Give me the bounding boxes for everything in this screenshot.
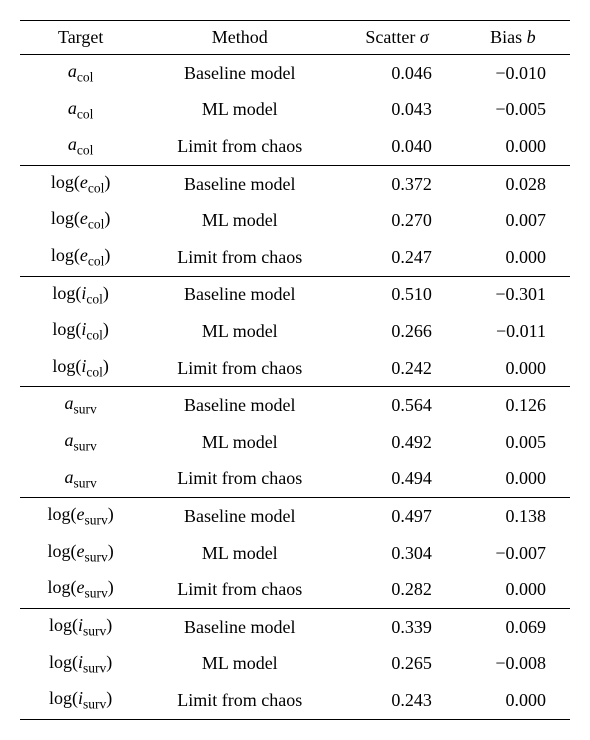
- cell-bias: −0.008: [456, 646, 570, 683]
- cell-target: log(isurv): [20, 608, 141, 645]
- cell-scatter: 0.497: [338, 498, 456, 535]
- cell-target: log(isurv): [20, 682, 141, 719]
- table-row: acolML model0.043−0.005: [20, 92, 570, 129]
- cell-method: ML model: [141, 92, 338, 129]
- cell-method: Limit from chaos: [141, 350, 338, 387]
- cell-method: Baseline model: [141, 608, 338, 645]
- cell-target: log(icol): [20, 313, 141, 350]
- col-scatter: Scatter σ: [338, 21, 456, 55]
- cell-bias: 0.000: [456, 128, 570, 165]
- cell-bias: 0.126: [456, 387, 570, 424]
- cell-scatter: 0.494: [338, 461, 456, 498]
- table-row: log(isurv)Limit from chaos0.2430.000: [20, 682, 570, 719]
- cell-bias: 0.138: [456, 498, 570, 535]
- col-target: Target: [20, 21, 141, 55]
- cell-scatter: 0.265: [338, 646, 456, 683]
- cell-method: Baseline model: [141, 55, 338, 92]
- cell-target: log(esurv): [20, 535, 141, 572]
- cell-scatter: 0.242: [338, 350, 456, 387]
- table-row: asurvML model0.4920.005: [20, 424, 570, 461]
- cell-bias: 0.000: [456, 461, 570, 498]
- cell-method: Baseline model: [141, 165, 338, 202]
- cell-scatter: 0.247: [338, 239, 456, 276]
- cell-method: Baseline model: [141, 498, 338, 535]
- table-row: log(icol)ML model0.266−0.011: [20, 313, 570, 350]
- table-row: asurvBaseline model0.5640.126: [20, 387, 570, 424]
- cell-method: ML model: [141, 313, 338, 350]
- results-table: Target Method Scatter σ Bias b acolBasel…: [20, 20, 570, 720]
- cell-method: ML model: [141, 646, 338, 683]
- table-row: log(isurv)Baseline model0.3390.069: [20, 608, 570, 645]
- table-row: log(ecol)Baseline model0.3720.028: [20, 165, 570, 202]
- cell-bias: 0.005: [456, 424, 570, 461]
- cell-method: ML model: [141, 202, 338, 239]
- cell-target: asurv: [20, 461, 141, 498]
- col-method: Method: [141, 21, 338, 55]
- table-row: log(esurv)ML model0.304−0.007: [20, 535, 570, 572]
- cell-scatter: 0.040: [338, 128, 456, 165]
- table-row: log(isurv)ML model0.265−0.008: [20, 646, 570, 683]
- table-row: log(esurv)Baseline model0.4970.138: [20, 498, 570, 535]
- cell-bias: −0.301: [456, 276, 570, 313]
- cell-target: acol: [20, 92, 141, 129]
- table-row: log(icol)Baseline model0.510−0.301: [20, 276, 570, 313]
- cell-target: acol: [20, 55, 141, 92]
- cell-target: log(ecol): [20, 239, 141, 276]
- cell-scatter: 0.339: [338, 608, 456, 645]
- table-row: acolLimit from chaos0.0400.000: [20, 128, 570, 165]
- cell-target: asurv: [20, 424, 141, 461]
- cell-scatter: 0.282: [338, 571, 456, 608]
- cell-bias: −0.005: [456, 92, 570, 129]
- cell-bias: 0.028: [456, 165, 570, 202]
- cell-bias: 0.000: [456, 571, 570, 608]
- table-row: log(ecol)Limit from chaos0.2470.000: [20, 239, 570, 276]
- cell-method: Limit from chaos: [141, 461, 338, 498]
- header-row: Target Method Scatter σ Bias b: [20, 21, 570, 55]
- cell-method: Limit from chaos: [141, 128, 338, 165]
- cell-scatter: 0.510: [338, 276, 456, 313]
- table-body: acolBaseline model0.046−0.010acolML mode…: [20, 55, 570, 720]
- cell-method: Limit from chaos: [141, 682, 338, 719]
- cell-target: log(isurv): [20, 646, 141, 683]
- cell-target: log(esurv): [20, 571, 141, 608]
- cell-bias: 0.000: [456, 350, 570, 387]
- cell-bias: 0.000: [456, 239, 570, 276]
- cell-bias: −0.007: [456, 535, 570, 572]
- cell-scatter: 0.270: [338, 202, 456, 239]
- cell-scatter: 0.243: [338, 682, 456, 719]
- cell-bias: 0.007: [456, 202, 570, 239]
- table-row: log(icol)Limit from chaos0.2420.000: [20, 350, 570, 387]
- cell-method: ML model: [141, 535, 338, 572]
- cell-method: Baseline model: [141, 387, 338, 424]
- cell-target: asurv: [20, 387, 141, 424]
- col-scatter-label: Scatter σ: [365, 27, 428, 47]
- cell-scatter: 0.304: [338, 535, 456, 572]
- cell-scatter: 0.564: [338, 387, 456, 424]
- col-bias: Bias b: [456, 21, 570, 55]
- cell-method: Limit from chaos: [141, 239, 338, 276]
- cell-method: Limit from chaos: [141, 571, 338, 608]
- cell-target: acol: [20, 128, 141, 165]
- cell-bias: −0.010: [456, 55, 570, 92]
- table-row: log(esurv)Limit from chaos0.2820.000: [20, 571, 570, 608]
- cell-scatter: 0.046: [338, 55, 456, 92]
- cell-target: log(esurv): [20, 498, 141, 535]
- cell-target: log(ecol): [20, 165, 141, 202]
- cell-method: Baseline model: [141, 276, 338, 313]
- cell-bias: −0.011: [456, 313, 570, 350]
- table-row: asurvLimit from chaos0.4940.000: [20, 461, 570, 498]
- cell-bias: 0.069: [456, 608, 570, 645]
- cell-target: log(icol): [20, 276, 141, 313]
- cell-target: log(icol): [20, 350, 141, 387]
- col-bias-label: Bias b: [490, 27, 536, 47]
- cell-scatter: 0.372: [338, 165, 456, 202]
- table-row: log(ecol)ML model0.2700.007: [20, 202, 570, 239]
- cell-scatter: 0.266: [338, 313, 456, 350]
- cell-target: log(ecol): [20, 202, 141, 239]
- cell-scatter: 0.043: [338, 92, 456, 129]
- table-row: acolBaseline model0.046−0.010: [20, 55, 570, 92]
- cell-bias: 0.000: [456, 682, 570, 719]
- cell-method: ML model: [141, 424, 338, 461]
- cell-scatter: 0.492: [338, 424, 456, 461]
